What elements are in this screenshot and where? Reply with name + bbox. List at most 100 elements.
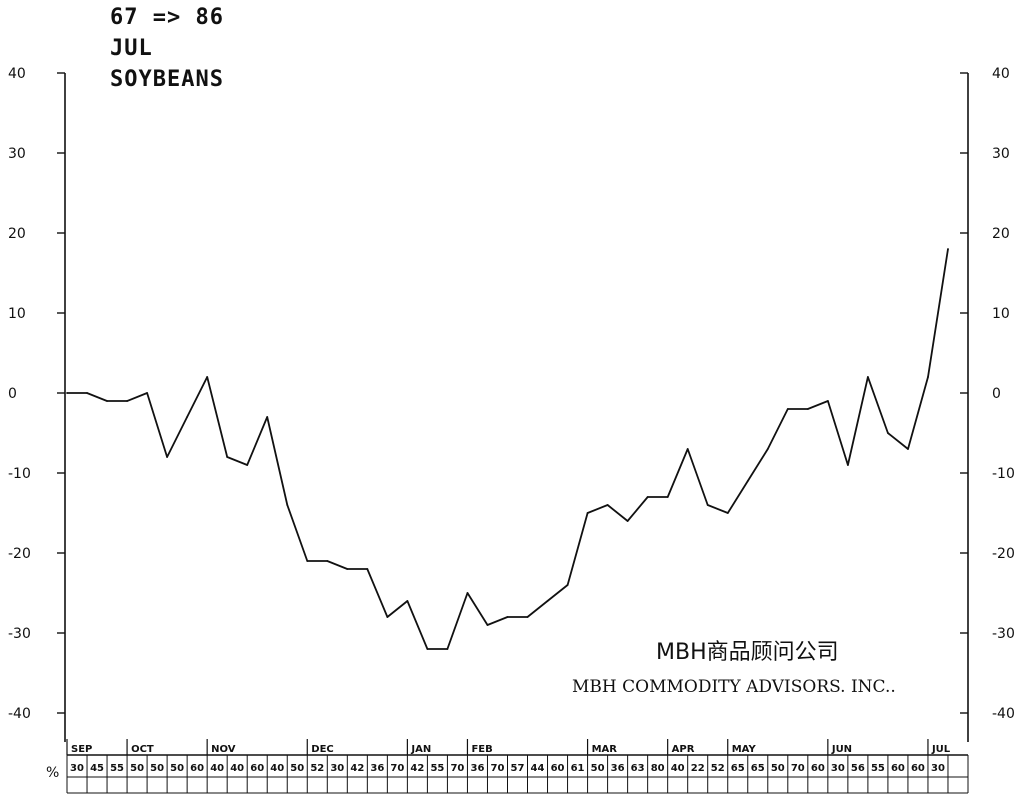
data-point bbox=[626, 520, 629, 522]
series-line bbox=[67, 248, 949, 650]
percent-cell: 57 bbox=[511, 763, 525, 774]
month-label: APR bbox=[672, 744, 695, 755]
data-point bbox=[947, 248, 949, 250]
percent-cell: 40 bbox=[210, 763, 224, 774]
y-tick-label-right: 30 bbox=[992, 146, 1010, 162]
commodity-label: SOYBEANS bbox=[110, 67, 224, 92]
percent-table: SEP OCT NOV DEC JAN FEB MAR APR MAY JUN JUL% 30 45 55… bbox=[46, 739, 969, 794]
y-tick-label-left: -10 bbox=[8, 466, 31, 482]
data-point bbox=[186, 416, 189, 418]
data-point bbox=[867, 376, 869, 378]
data-point bbox=[786, 408, 789, 410]
percent-cell: 63 bbox=[631, 763, 645, 774]
y-tick-label-left: 20 bbox=[8, 226, 26, 242]
data-point bbox=[766, 448, 769, 450]
data-point bbox=[726, 512, 729, 514]
data-point bbox=[146, 392, 148, 394]
percent-cell: 45 bbox=[90, 763, 104, 774]
percent-cell: 50 bbox=[771, 763, 785, 774]
percent-cell: 55 bbox=[110, 763, 124, 774]
y-tick-label-left: 40 bbox=[8, 66, 26, 82]
percent-cell: 60 bbox=[551, 763, 565, 774]
data-point bbox=[266, 416, 269, 418]
data-point bbox=[706, 504, 709, 506]
month-label: JUN bbox=[831, 744, 852, 755]
percent-cell: 70 bbox=[390, 763, 404, 774]
percent-cell: 52 bbox=[711, 763, 725, 774]
y-tick-label-right: -20 bbox=[992, 546, 1015, 562]
data-point bbox=[887, 432, 889, 434]
percent-cell: 70 bbox=[450, 763, 464, 774]
percent-cell: 30 bbox=[70, 763, 84, 774]
y-tick-label-left: 0 bbox=[8, 386, 17, 402]
axes bbox=[64, 73, 969, 742]
data-point bbox=[106, 400, 108, 402]
percent-cell: 50 bbox=[170, 763, 184, 774]
percent-cell: 30 bbox=[831, 763, 845, 774]
data-point bbox=[506, 616, 509, 618]
y-tick-label-right: 40 bbox=[992, 66, 1010, 82]
percent-cell: 44 bbox=[531, 763, 545, 774]
percent-cell: 65 bbox=[751, 763, 765, 774]
y-tick-label-left: 10 bbox=[8, 306, 26, 322]
percent-cell: 30 bbox=[931, 763, 945, 774]
y-tick-label-left: 30 bbox=[8, 146, 26, 162]
percent-cell: 50 bbox=[591, 763, 605, 774]
data-point bbox=[306, 560, 309, 562]
data-point bbox=[686, 448, 689, 450]
percent-cell: 42 bbox=[410, 763, 424, 774]
month-label: OCT bbox=[131, 744, 154, 755]
data-point bbox=[907, 448, 909, 450]
data-point bbox=[586, 512, 589, 514]
data-point bbox=[566, 584, 569, 586]
percent-cell: 52 bbox=[310, 763, 324, 774]
y-tick-label-left: -40 bbox=[8, 706, 31, 722]
data-point bbox=[206, 376, 209, 378]
month-label: MAY bbox=[732, 744, 757, 755]
y-tick-label-right: -10 bbox=[992, 466, 1015, 482]
percent-cell: 60 bbox=[190, 763, 204, 774]
data-point bbox=[646, 496, 649, 498]
percent-cell: 40 bbox=[230, 763, 244, 774]
percent-cell: 61 bbox=[571, 763, 585, 774]
percent-cell: 50 bbox=[130, 763, 144, 774]
month-label: JAN bbox=[410, 744, 431, 755]
percent-cell: 80 bbox=[651, 763, 665, 774]
company-name-chinese: MBH商品顾问公司 bbox=[656, 640, 839, 665]
data-point bbox=[446, 648, 449, 650]
month-label: JUL bbox=[931, 744, 951, 755]
data-point bbox=[366, 568, 369, 570]
percent-cell: 56 bbox=[851, 763, 865, 774]
month-label: SEP bbox=[71, 744, 92, 755]
month-label: FEB bbox=[471, 744, 492, 755]
data-point bbox=[286, 504, 289, 506]
y-ticks: 40 40 30 30 20 20 10 10 0 0 -10 -10 -20 -20 -30 -30 -40 -… bbox=[8, 66, 1015, 722]
y-tick-label-right: 20 bbox=[992, 226, 1010, 242]
data-point bbox=[226, 456, 229, 458]
data-point bbox=[326, 560, 329, 562]
percent-cell: 60 bbox=[891, 763, 905, 774]
data-point bbox=[86, 392, 88, 394]
y-tick-label-left: -20 bbox=[8, 546, 31, 562]
data-point bbox=[546, 600, 549, 602]
data-point bbox=[846, 464, 849, 466]
y-tick-label-right: 0 bbox=[992, 386, 1001, 402]
data-point bbox=[386, 616, 389, 618]
data-point bbox=[466, 592, 469, 594]
percent-cell: 22 bbox=[691, 763, 705, 774]
percent-cell: 70 bbox=[491, 763, 505, 774]
data-point bbox=[66, 392, 68, 394]
percent-cell: 55 bbox=[871, 763, 885, 774]
data-point bbox=[666, 496, 669, 498]
series bbox=[66, 248, 949, 650]
month-label: DEC bbox=[311, 744, 333, 755]
data-point bbox=[166, 456, 169, 458]
percent-cell: 40 bbox=[270, 763, 284, 774]
y-tick-label-right: 10 bbox=[992, 306, 1010, 322]
data-point bbox=[406, 600, 409, 602]
percent-cell: 30 bbox=[330, 763, 344, 774]
data-point bbox=[606, 504, 609, 506]
month-label: NOV bbox=[211, 744, 236, 755]
data-point bbox=[426, 648, 429, 650]
